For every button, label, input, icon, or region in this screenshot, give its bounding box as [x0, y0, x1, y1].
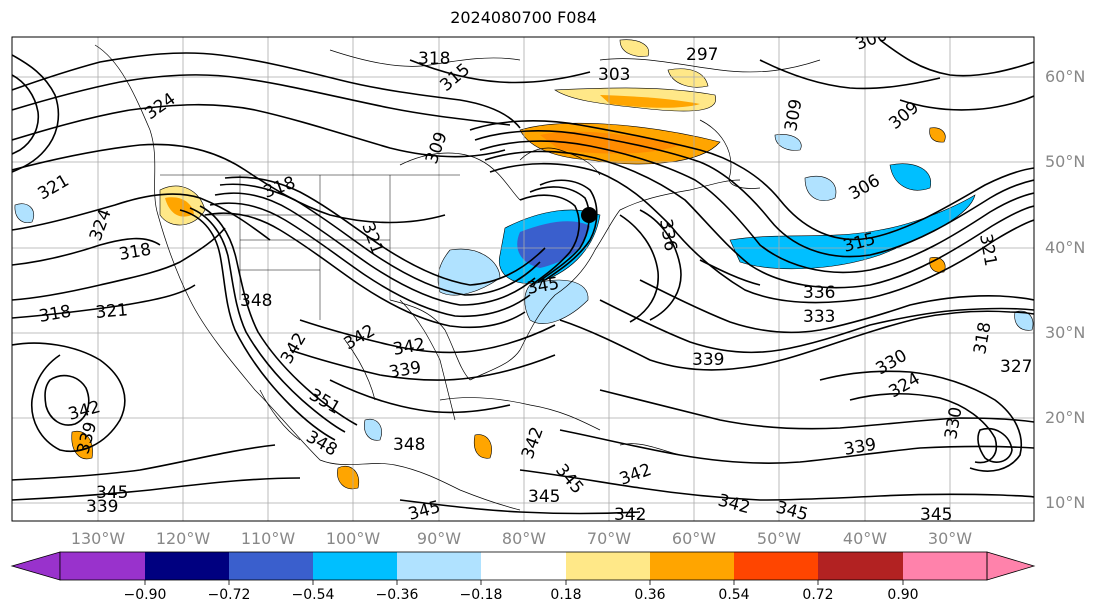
positive-anomaly-region	[600, 95, 700, 108]
colorbar-tick-label: 0.36	[634, 587, 666, 603]
colorbar-tick-label: 0.18	[550, 587, 582, 603]
colorbar-bin	[481, 552, 566, 580]
lat-label: 30°N	[1045, 323, 1086, 342]
colorbar	[10, 551, 1036, 585]
lat-label: 10°N	[1045, 493, 1086, 512]
colorbar-tick-label: −0.72	[207, 587, 251, 603]
lon-label: 80°W	[501, 529, 547, 548]
lat-label: 60°N	[1045, 67, 1086, 86]
contour-label: 303	[598, 65, 630, 85]
contour-label: 321	[95, 300, 129, 323]
colorbar-tick-label: −0.54	[291, 587, 335, 603]
positive-anomaly-region	[540, 131, 680, 154]
negative-anomaly-region	[364, 418, 382, 441]
lon-label: 130°W	[70, 529, 126, 548]
contour-label: 345	[920, 505, 952, 525]
storm-center-marker	[581, 207, 597, 223]
colorbar-bin	[145, 552, 229, 580]
map-frame	[11, 36, 1035, 522]
colorbar-tick-label: 0.72	[802, 587, 834, 603]
contour-label: 339	[86, 497, 118, 517]
graticule	[12, 37, 1034, 521]
contour-label: 336	[803, 283, 835, 303]
colorbar-bin	[650, 552, 734, 580]
contour-label: 327	[1000, 357, 1032, 377]
colorbar-tick-label: −0.18	[459, 587, 503, 603]
contour-label: 342	[614, 505, 646, 525]
lon-label: 60°W	[671, 529, 717, 548]
lat-label: 40°N	[1045, 238, 1086, 257]
contour-label: 318	[418, 49, 450, 69]
lat-label: 50°N	[1045, 152, 1086, 171]
colorbar-extend-low	[10, 551, 61, 581]
lon-label: 30°W	[927, 529, 973, 548]
colorbar-bin	[313, 552, 397, 580]
contour-label: 339	[692, 350, 724, 370]
contour-label: 345	[406, 497, 443, 525]
negative-anomaly-region	[1014, 310, 1034, 331]
colorbar-tick-label: −0.90	[123, 587, 167, 603]
lon-label: 100°W	[325, 529, 381, 548]
positive-anomaly-region	[337, 466, 360, 490]
contour-label: 345	[528, 487, 560, 507]
colorbar-extend-high	[986, 551, 1036, 581]
colorbar-tick-label: 0.54	[718, 587, 750, 603]
contour-label: 348	[393, 435, 425, 455]
colorbar-frame	[59, 551, 988, 581]
colorbar-bin	[229, 552, 313, 580]
contour-label: 345	[96, 483, 128, 503]
lon-label: 90°W	[416, 529, 462, 548]
colorbar-bin	[397, 552, 481, 580]
negative-anomaly-region	[889, 163, 932, 191]
contour-label: 348	[240, 291, 272, 311]
lon-label: 50°W	[756, 529, 802, 548]
contour-label: 345	[774, 498, 811, 526]
negative-anomaly-region	[14, 203, 35, 223]
lon-label: 120°W	[155, 529, 211, 548]
map-title: 2024080700 F084	[450, 8, 597, 27]
lon-label: 110°W	[240, 529, 296, 548]
colorbar-bin	[903, 552, 987, 580]
negative-anomaly-region	[804, 176, 837, 201]
colorbar-bin	[818, 552, 903, 580]
colorbar-bin	[734, 552, 818, 580]
positive-anomaly-region	[619, 39, 650, 57]
colorbar-tick-label: −0.36	[375, 587, 419, 603]
contour-label: 333	[803, 307, 835, 327]
state-borders	[160, 174, 460, 320]
lon-label: 70°W	[586, 529, 632, 548]
colorbar-tick-label: 0.90	[887, 587, 919, 603]
lon-label: 40°W	[842, 529, 888, 548]
lat-label: 20°N	[1045, 408, 1086, 427]
positive-anomaly-region	[71, 430, 93, 460]
colorbar-bin	[60, 552, 145, 580]
positive-anomaly-region	[929, 127, 946, 143]
colorbar-bin	[566, 552, 650, 580]
negative-anomaly-region	[774, 134, 802, 151]
height-contours	[12, 39, 1034, 515]
positive-anomaly-region	[473, 434, 492, 459]
contour-label: 297	[686, 45, 718, 65]
positive-anomaly-region	[667, 68, 709, 88]
